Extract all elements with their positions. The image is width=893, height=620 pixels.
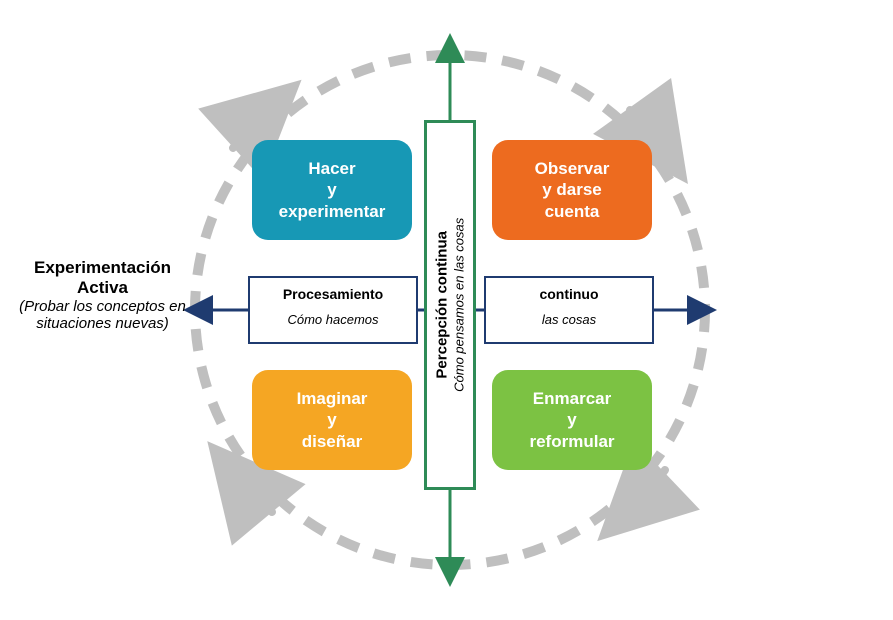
- left-external-label: Experimentación Activa (Probar los conce…: [0, 258, 205, 332]
- q-bl-l3: diseñar: [302, 432, 362, 451]
- q-br-l3: reformular: [529, 432, 614, 451]
- h-left-sub: Cómo hacemos: [250, 302, 416, 327]
- q-br-l2: y: [567, 410, 576, 429]
- left-label-line1: Experimentación: [0, 258, 205, 278]
- q-tr-l2: y darse: [542, 180, 602, 199]
- q-tl-l2: y: [327, 180, 336, 199]
- h-right-sub: las cosas: [486, 302, 652, 327]
- q-bl-l2: y: [327, 410, 336, 429]
- h-right-title: continuo: [486, 278, 652, 302]
- v-title: Percepción continua: [433, 218, 451, 392]
- diagram-stage: { "diagram": { "type": "infographic", "b…: [0, 0, 893, 620]
- h-left-title: Procesamiento: [250, 278, 416, 302]
- left-label-sub: (Probar los conceptos en situaciones nue…: [0, 298, 205, 332]
- horizontal-label-left: Procesamiento Cómo hacemos: [248, 276, 418, 344]
- quadrant-tr: Observar y darse cuenta: [492, 140, 652, 240]
- quadrant-bl: Imaginar y diseñar: [252, 370, 412, 470]
- q-tr-l3: cuenta: [545, 202, 600, 221]
- q-tl-l3: experimentar: [279, 202, 386, 221]
- horizontal-label-right: continuo las cosas: [484, 276, 654, 344]
- q-bl-l1: Imaginar: [297, 389, 368, 408]
- q-tr-l1: Observar: [535, 159, 610, 178]
- q-br-l1: Enmarcar: [533, 389, 611, 408]
- v-sub: Cómo pensamos en las cosas: [451, 218, 467, 392]
- left-label-line2: Activa: [0, 278, 205, 298]
- quadrant-br: Enmarcar y reformular: [492, 370, 652, 470]
- q-tl-l1: Hacer: [308, 159, 355, 178]
- vertical-label-box: Percepción continua Cómo pensamos en las…: [424, 120, 476, 490]
- quadrant-tl: Hacer y experimentar: [252, 140, 412, 240]
